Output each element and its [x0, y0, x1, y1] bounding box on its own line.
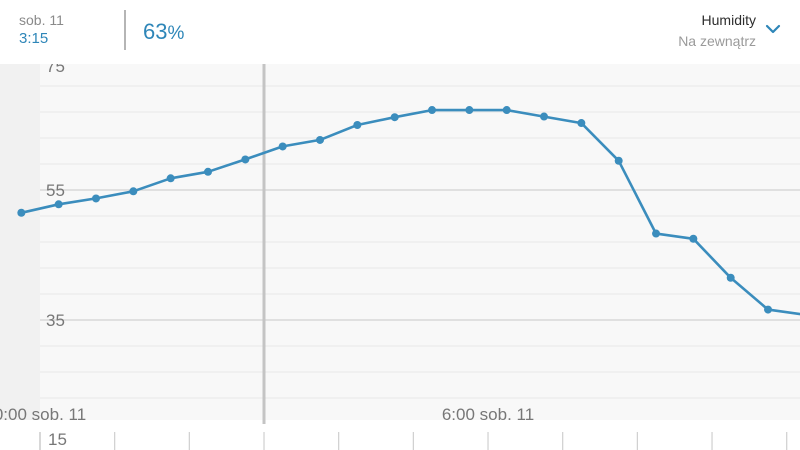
- data-point[interactable]: [353, 121, 362, 129]
- selected-time: 3:15: [19, 30, 49, 47]
- humidity-series-line: [21, 108, 800, 316]
- header-bar: sob. 11 3:15 63% Humidity Na zewnątrz: [0, 0, 800, 64]
- data-point[interactable]: [278, 142, 287, 151]
- data-point[interactable]: [92, 194, 101, 203]
- data-point[interactable]: [166, 174, 175, 183]
- data-point[interactable]: [204, 167, 213, 176]
- y-tick-label: 55: [46, 181, 65, 200]
- sensor-type-label: Humidity: [701, 12, 756, 28]
- lower-panel: [0, 420, 800, 450]
- y-tick-label: 15: [48, 430, 67, 449]
- humidity-chart[interactable]: 75 55 35 15 0:00 sob. 11 6:00 sob. 11: [0, 64, 800, 450]
- reading-value: 63: [143, 19, 168, 44]
- header-divider: [124, 10, 126, 50]
- sensor-selector[interactable]: Humidity Na zewnątrz: [678, 12, 756, 50]
- x-tick-label: 6:00 sob. 11: [442, 405, 534, 424]
- reading-unit: %: [167, 23, 185, 44]
- data-point[interactable]: [577, 119, 586, 128]
- x-tick-label: 0:00 sob. 11: [0, 405, 86, 424]
- data-point[interactable]: [465, 106, 474, 115]
- y-tick-label: 75: [46, 64, 65, 76]
- left-gutter: [0, 64, 40, 420]
- data-point[interactable]: [689, 234, 698, 243]
- data-point[interactable]: [241, 155, 250, 164]
- sensor-location-label: Na zewnątrz: [678, 33, 756, 49]
- data-point[interactable]: [540, 112, 549, 121]
- data-point[interactable]: [764, 305, 773, 314]
- data-point[interactable]: [428, 106, 437, 115]
- current-reading: 63%: [143, 18, 184, 48]
- data-point[interactable]: [502, 106, 511, 115]
- selected-date: sob. 11: [19, 12, 64, 28]
- y-tick-label: 35: [46, 311, 65, 330]
- data-point[interactable]: [54, 200, 63, 209]
- data-point[interactable]: [17, 208, 26, 217]
- chevron-down-icon[interactable]: [764, 23, 782, 35]
- data-point[interactable]: [316, 135, 325, 144]
- data-point[interactable]: [652, 229, 661, 238]
- data-point[interactable]: [390, 113, 399, 122]
- data-point[interactable]: [129, 187, 138, 196]
- data-point[interactable]: [726, 273, 735, 282]
- data-point[interactable]: [614, 156, 623, 165]
